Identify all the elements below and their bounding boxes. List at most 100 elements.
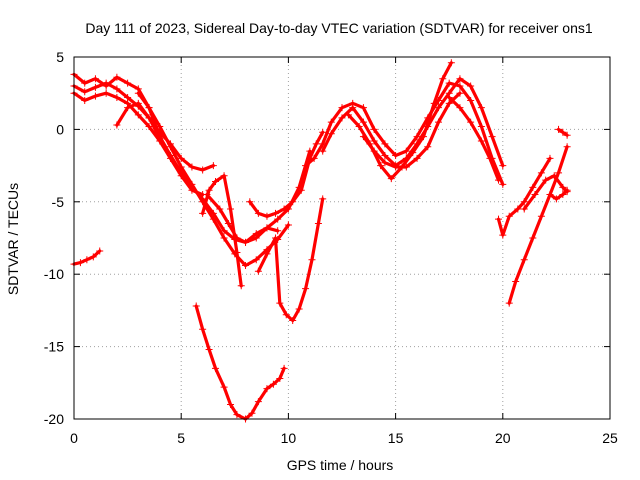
data-point: [177, 154, 185, 162]
data-point: [220, 172, 228, 180]
series-evening-d: [546, 186, 571, 203]
data-point: [252, 256, 260, 264]
data-point: [381, 140, 389, 148]
data-point: [445, 94, 453, 102]
series-evening-e: [555, 125, 571, 139]
data-point: [246, 198, 254, 206]
data-point: [91, 92, 99, 100]
y-tick-label: 0: [56, 121, 64, 137]
data-point: [263, 224, 271, 232]
data-point: [550, 172, 558, 180]
data-point: [209, 162, 217, 170]
data-point: [212, 178, 220, 186]
data-point: [520, 256, 528, 264]
data-point: [134, 89, 142, 97]
plot-series: [70, 59, 571, 423]
data-point: [499, 162, 507, 170]
data-point: [424, 143, 432, 151]
data-point: [319, 128, 327, 136]
data-point: [166, 143, 174, 151]
data-point: [263, 385, 271, 393]
data-point: [327, 118, 335, 126]
data-point: [248, 409, 256, 417]
data-point: [445, 79, 453, 87]
data-point: [242, 262, 250, 270]
data-point: [220, 383, 228, 391]
data-point: [156, 134, 164, 142]
data-point: [563, 131, 571, 139]
data-point: [254, 209, 262, 217]
data-point: [227, 401, 235, 409]
chart-title: Day 111 of 2023, Sidereal Day-to-day VTE…: [85, 20, 593, 36]
data-point: [227, 205, 235, 213]
data-point: [559, 183, 567, 191]
data-point: [355, 123, 363, 131]
data-point: [297, 186, 305, 194]
data-point: [402, 147, 410, 155]
data-point: [272, 209, 280, 217]
data-point: [467, 118, 475, 126]
data-point: [447, 59, 455, 67]
series-afternoon-d: [359, 89, 464, 171]
data-point: [392, 163, 400, 171]
data-point: [377, 162, 385, 170]
x-axis-label: GPS time / hours: [287, 457, 394, 473]
series-line: [507, 145, 569, 305]
y-tick-label: -5: [52, 194, 65, 210]
data-point: [381, 151, 389, 159]
x-tick-labels: 0 5 10 15 20 25: [70, 430, 618, 446]
data-point: [359, 104, 367, 112]
data-point: [188, 163, 196, 171]
data-point: [209, 215, 217, 223]
data-point: [113, 121, 121, 129]
x-tick-label: 10: [281, 430, 297, 446]
data-point: [81, 79, 89, 87]
data-point: [237, 282, 245, 290]
data-point: [488, 133, 496, 141]
series-morning-dip-c: [199, 172, 245, 290]
y-tick-label: 5: [56, 49, 64, 65]
data-point: [205, 345, 213, 353]
data-point: [233, 234, 241, 242]
plot-frame: [73, 56, 611, 420]
series-early-middle: [70, 79, 217, 174]
data-point: [96, 247, 104, 255]
data-point: [233, 248, 241, 256]
series-line: [321, 77, 505, 168]
y-tick-labels: 5 0 -5 -10 -15 -20: [44, 49, 64, 427]
data-point: [81, 88, 89, 96]
data-point: [113, 94, 121, 102]
data-point: [402, 163, 410, 171]
data-point: [284, 221, 292, 229]
data-point: [199, 166, 207, 174]
data-point: [310, 154, 318, 162]
x-tick-label: 20: [495, 430, 511, 446]
data-point: [295, 305, 303, 313]
data-point: [370, 125, 378, 133]
data-point: [282, 311, 290, 319]
data-point: [76, 259, 84, 267]
data-point: [520, 205, 528, 213]
data-point: [546, 154, 554, 162]
data-point: [188, 180, 196, 188]
data-point: [280, 364, 288, 372]
data-point: [499, 231, 507, 239]
series-evening-b: [495, 154, 554, 239]
series-line: [522, 174, 569, 211]
data-point: [312, 140, 320, 148]
data-point: [499, 180, 507, 188]
data-point: [254, 267, 262, 275]
data-point: [134, 99, 142, 107]
data-point: [233, 411, 241, 419]
data-point: [512, 277, 520, 285]
series-line: [248, 130, 325, 218]
axis-ticks: [73, 56, 611, 420]
data-point: [456, 82, 464, 90]
data-point: [274, 215, 282, 223]
data-point: [439, 75, 447, 83]
series-line: [447, 95, 501, 182]
data-point: [338, 114, 346, 122]
data-point: [419, 133, 427, 141]
data-point: [387, 175, 395, 183]
